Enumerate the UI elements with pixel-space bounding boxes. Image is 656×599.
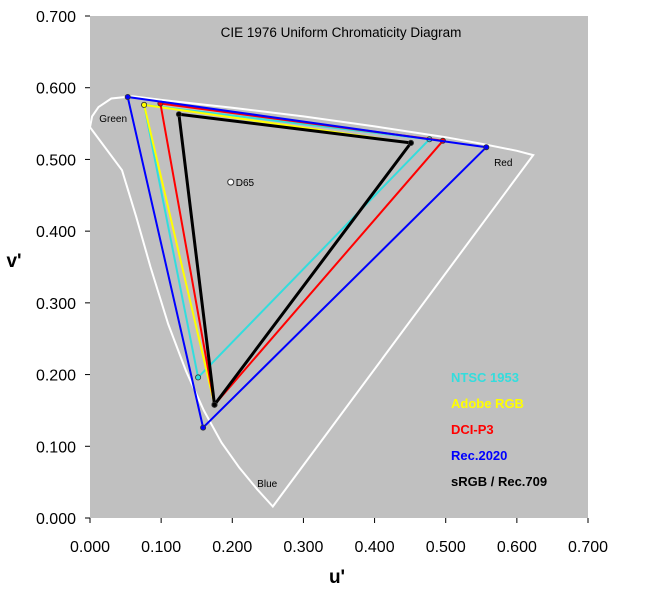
x-tick-label: 0.000	[70, 539, 110, 556]
spectral-locus	[88, 95, 535, 509]
x-tick-label: 0.600	[497, 539, 537, 556]
y-tick-label: 0.200	[36, 368, 76, 385]
legend-item-ntsc-1953: NTSC 1953	[451, 370, 519, 385]
y-tick-label: 0.500	[36, 152, 76, 169]
white-point-marker	[227, 178, 235, 186]
plot-area	[90, 16, 588, 518]
x-axis-label: u'	[329, 567, 345, 588]
gamut-ntsc-1953	[143, 103, 431, 379]
gamut-srgb-rec-709-vertex	[407, 139, 414, 146]
legend-item-srgb-rec-709: sRGB / Rec.709	[451, 474, 547, 489]
legend: NTSC 1953 Adobe RGB DCI-P3 Rec.2020 sRGB / R…	[451, 370, 547, 489]
x-tick-label: 0.100	[141, 539, 181, 556]
x-tick-label: 0.400	[355, 539, 395, 556]
gamut-rec-2020-vertex	[483, 144, 490, 151]
legend-item-rec-2020: Rec.2020	[451, 448, 507, 463]
x-tick-label: 0.700	[568, 539, 608, 556]
white-point-label: D65	[236, 178, 255, 189]
y-tick-label: 0.100	[36, 439, 76, 456]
gamut-ntsc-1953-vertex	[195, 374, 202, 381]
y-tick-label: 0.600	[36, 81, 76, 98]
y-tick-label: 0.300	[36, 296, 76, 313]
region-label-blue: Blue	[257, 479, 277, 490]
series-layer	[124, 94, 490, 431]
gamut-rec-2020	[126, 96, 488, 429]
x-tick-label: 0.300	[283, 539, 323, 556]
chart-title: CIE 1976 Uniform Chromaticity Diagram	[221, 25, 462, 40]
gamut-srgb-rec-709-vertex	[211, 401, 218, 408]
legend-item-dci-p3: DCI-P3	[451, 422, 494, 437]
y-tick-label: 0.000	[36, 511, 76, 528]
gamut-rec-2020-vertex	[200, 424, 207, 431]
gamut-rec-2020-vertex	[124, 94, 131, 101]
gamut-srgb-rec-709	[177, 112, 413, 407]
gamut-adobe-rgb-vertex	[141, 101, 148, 108]
x-tick-label: 0.500	[426, 539, 466, 556]
y-axis-label: v'	[6, 251, 21, 272]
legend-item-adobe-rgb: Adobe RGB	[451, 396, 524, 411]
x-axis-ticks: 0.000 0.100 0.200 0.300 0.400 0.500 0.600 0.700	[70, 518, 608, 556]
y-axis-ticks: 0.000 0.100 0.200 0.300 0.400 0.500 0.600 0.700	[36, 9, 90, 528]
region-label-red: Red	[494, 158, 512, 169]
gamut-srgb-rec-709-vertex	[175, 111, 182, 118]
region-label-green: Green	[99, 114, 127, 125]
y-tick-label: 0.700	[36, 9, 76, 26]
y-tick-label: 0.400	[36, 224, 76, 241]
x-tick-label: 0.200	[212, 539, 252, 556]
